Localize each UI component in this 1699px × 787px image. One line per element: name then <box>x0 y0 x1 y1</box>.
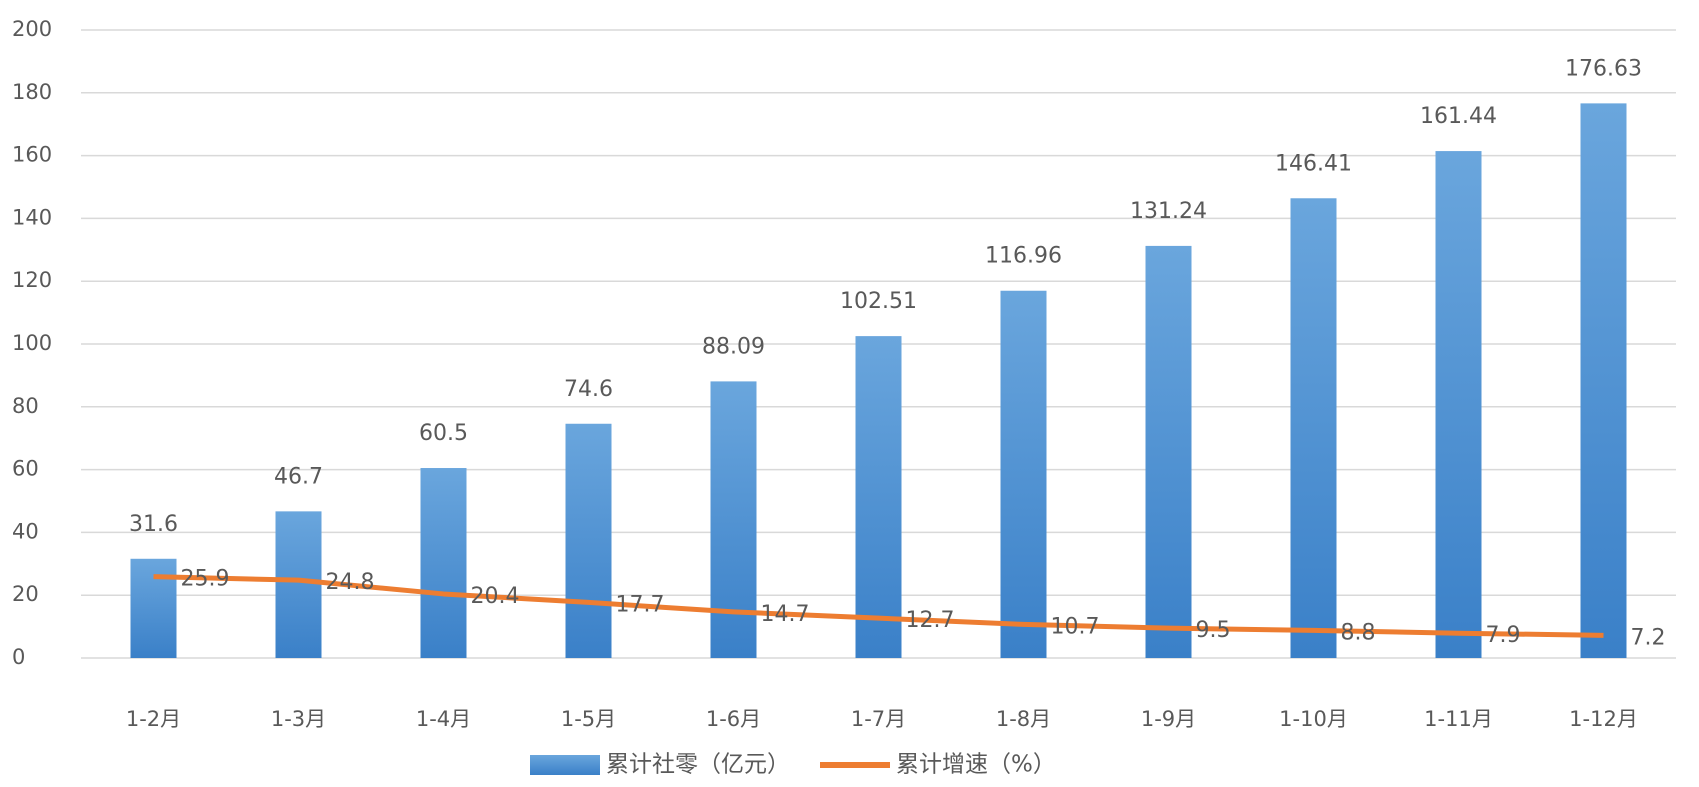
bar-value-label: 146.41 <box>1275 151 1352 176</box>
bar <box>855 336 902 658</box>
line-value-label: 14.7 <box>761 602 810 627</box>
bar <box>420 468 467 658</box>
y-tick-label: 40 <box>12 519 39 543</box>
bar-value-label: 176.63 <box>1565 56 1642 81</box>
bar-value-label: 161.44 <box>1420 104 1497 129</box>
y-tick-label: 160 <box>12 143 52 167</box>
x-tick-label: 1-12月 <box>1569 707 1638 731</box>
x-tick-label: 1-3月 <box>271 707 326 731</box>
line-value-label: 7.2 <box>1631 625 1666 650</box>
x-tick-label: 1-10月 <box>1279 707 1348 731</box>
legend-label: 累计增速（%） <box>896 752 1056 778</box>
bar <box>565 423 612 658</box>
line-value-label: 20.4 <box>471 584 520 609</box>
bar-value-label: 74.6 <box>564 377 613 402</box>
bar <box>1435 151 1482 658</box>
x-tick-label: 1-8月 <box>996 707 1051 731</box>
line-value-label: 7.9 <box>1486 623 1521 648</box>
bar-value-label: 60.5 <box>419 421 468 446</box>
y-tick-label: 80 <box>12 394 39 418</box>
y-tick-label: 120 <box>12 268 52 292</box>
line-value-label: 8.8 <box>1341 620 1376 645</box>
line-value-label: 25.9 <box>181 567 230 592</box>
x-tick-label: 1-5月 <box>561 707 616 731</box>
legend-swatch <box>530 755 600 775</box>
x-tick-label: 1-4月 <box>416 707 471 731</box>
bar <box>1580 103 1627 659</box>
x-tick-label: 1-9月 <box>1141 707 1196 731</box>
y-tick-label: 20 <box>12 582 39 606</box>
bar <box>275 511 322 658</box>
x-tick-label: 1-2月 <box>126 707 181 731</box>
line-value-label: 10.7 <box>1051 614 1100 639</box>
line-value-label: 24.8 <box>326 570 375 595</box>
x-tick-label: 1-7月 <box>851 707 906 731</box>
bar <box>130 558 177 658</box>
legend-label: 累计社零（亿元） <box>606 752 790 778</box>
y-tick-label: 180 <box>12 80 52 104</box>
line-value-label: 12.7 <box>906 608 955 633</box>
bar <box>1000 290 1047 658</box>
bar-value-label: 116.96 <box>985 244 1062 269</box>
bar <box>1290 198 1337 659</box>
bar-value-label: 88.09 <box>702 334 765 359</box>
line-value-label: 17.7 <box>616 592 665 617</box>
bar <box>710 381 757 658</box>
bar-value-label: 46.7 <box>274 464 323 489</box>
y-tick-label: 100 <box>12 331 52 355</box>
bar-value-label: 131.24 <box>1130 199 1207 224</box>
bar-value-label: 31.6 <box>129 512 178 537</box>
y-tick-label: 0 <box>12 645 25 669</box>
bar <box>1145 245 1192 658</box>
x-tick-label: 1-11月 <box>1424 707 1493 731</box>
line <box>153 574 1604 638</box>
y-tick-label: 140 <box>12 205 52 229</box>
line-value-label: 9.5 <box>1196 618 1231 643</box>
y-tick-label: 60 <box>12 457 39 481</box>
y-tick-label: 200 <box>12 17 52 41</box>
bar-value-label: 102.51 <box>840 289 917 314</box>
x-tick-label: 1-6月 <box>706 707 761 731</box>
